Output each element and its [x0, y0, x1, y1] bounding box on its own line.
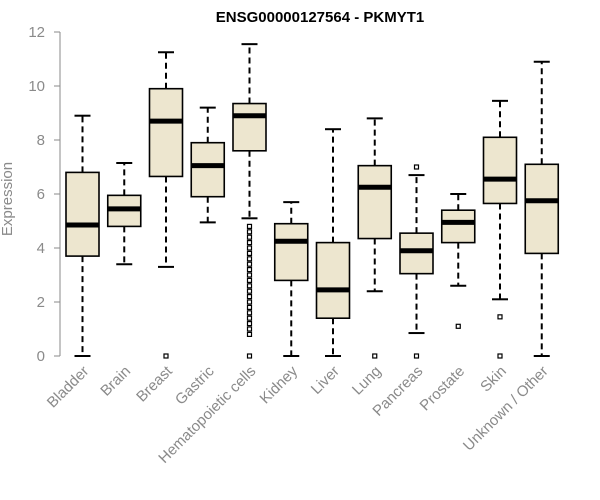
iqr-box: [148, 87, 184, 178]
outlier-point: [246, 272, 253, 278]
outlier-point: [246, 256, 253, 262]
outlier-point: [246, 267, 253, 273]
outlier-point: [246, 321, 253, 327]
x-tick-label: Bladder: [44, 363, 93, 412]
outlier-point: [246, 229, 253, 235]
outlier-point: [246, 250, 253, 256]
outlier-point: [246, 331, 253, 337]
x-tick-label: Kidney: [257, 362, 302, 407]
iqr-box: [399, 232, 434, 275]
iqr-box: [65, 171, 100, 257]
iqr-box: [190, 141, 226, 198]
x-tick-label: Lung: [349, 363, 385, 399]
outlier-point: [246, 234, 253, 240]
box-8: [357, 117, 393, 359]
outlier-point: [246, 294, 253, 300]
outlier-point: [246, 304, 253, 310]
outlier-point: [497, 353, 503, 359]
box-4: [190, 106, 226, 224]
outlier-point: [246, 240, 253, 246]
iqr-box: [273, 222, 309, 282]
box-11: [482, 99, 518, 359]
outlier-point: [372, 353, 378, 359]
outlier-point: [497, 314, 503, 320]
y-tick-label: 10: [28, 78, 45, 95]
outlier-point: [455, 323, 461, 329]
y-tick-label: 0: [37, 348, 45, 365]
y-axis-label: Expression: [0, 162, 16, 236]
outlier-point: [246, 315, 253, 321]
y-tick-label: 4: [37, 240, 45, 257]
y-tick-label: 8: [37, 132, 45, 149]
box-10: [440, 193, 476, 329]
iqr-box: [440, 209, 476, 244]
iqr-box: [524, 163, 560, 255]
x-tick-label: Prostate: [417, 363, 469, 415]
iqr-box: [357, 164, 393, 240]
outlier-point: [413, 164, 420, 170]
iqr-box: [482, 136, 518, 205]
outlier-point: [246, 310, 253, 316]
outlier-point: [246, 223, 253, 229]
y-tick-label: 12: [28, 24, 45, 41]
y-tick-label: 6: [37, 186, 45, 203]
iqr-box: [232, 102, 267, 152]
box-1: [65, 114, 100, 357]
iqr-box: [315, 241, 351, 320]
box-12: [524, 60, 560, 357]
outlier-point: [413, 353, 420, 359]
box-2: [106, 161, 142, 266]
x-tick-label: Brain: [97, 363, 134, 400]
outlier-point: [163, 353, 169, 359]
box-9: [399, 164, 434, 359]
outlier-point: [246, 353, 253, 359]
outlier-point: [246, 261, 253, 267]
x-tick-label: Skin: [477, 363, 510, 396]
outlier-point: [246, 283, 253, 289]
y-tick-label: 2: [37, 294, 45, 311]
outlier-point: [246, 288, 253, 294]
chart-title: ENSG00000127564 - PKMYT1: [216, 9, 424, 26]
box-7: [315, 128, 351, 357]
y-axis: 0 2 4 6 8 10 12: [28, 24, 61, 365]
outlier-point: [246, 299, 253, 305]
outlier-point: [246, 245, 253, 251]
outlier-point: [246, 277, 253, 283]
x-tick-label: Breast: [133, 362, 176, 405]
box-6: [273, 201, 309, 357]
box-5: [232, 43, 267, 359]
x-tick-label: Liver: [308, 363, 343, 398]
boxes-layer: [65, 43, 560, 359]
box-3: [148, 51, 184, 359]
outlier-point: [246, 326, 253, 332]
